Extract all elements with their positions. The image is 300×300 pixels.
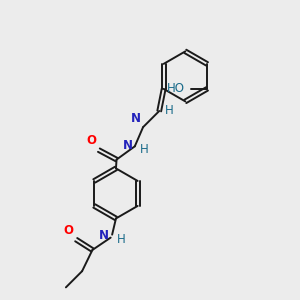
Text: H: H (140, 143, 149, 156)
Text: N: N (131, 112, 141, 125)
Text: O: O (64, 224, 74, 237)
Text: N: N (123, 139, 133, 152)
Text: O: O (86, 134, 97, 147)
Text: H: H (164, 104, 173, 118)
Text: N: N (99, 229, 109, 242)
Text: H: H (117, 232, 126, 246)
Text: HO: HO (167, 82, 185, 95)
